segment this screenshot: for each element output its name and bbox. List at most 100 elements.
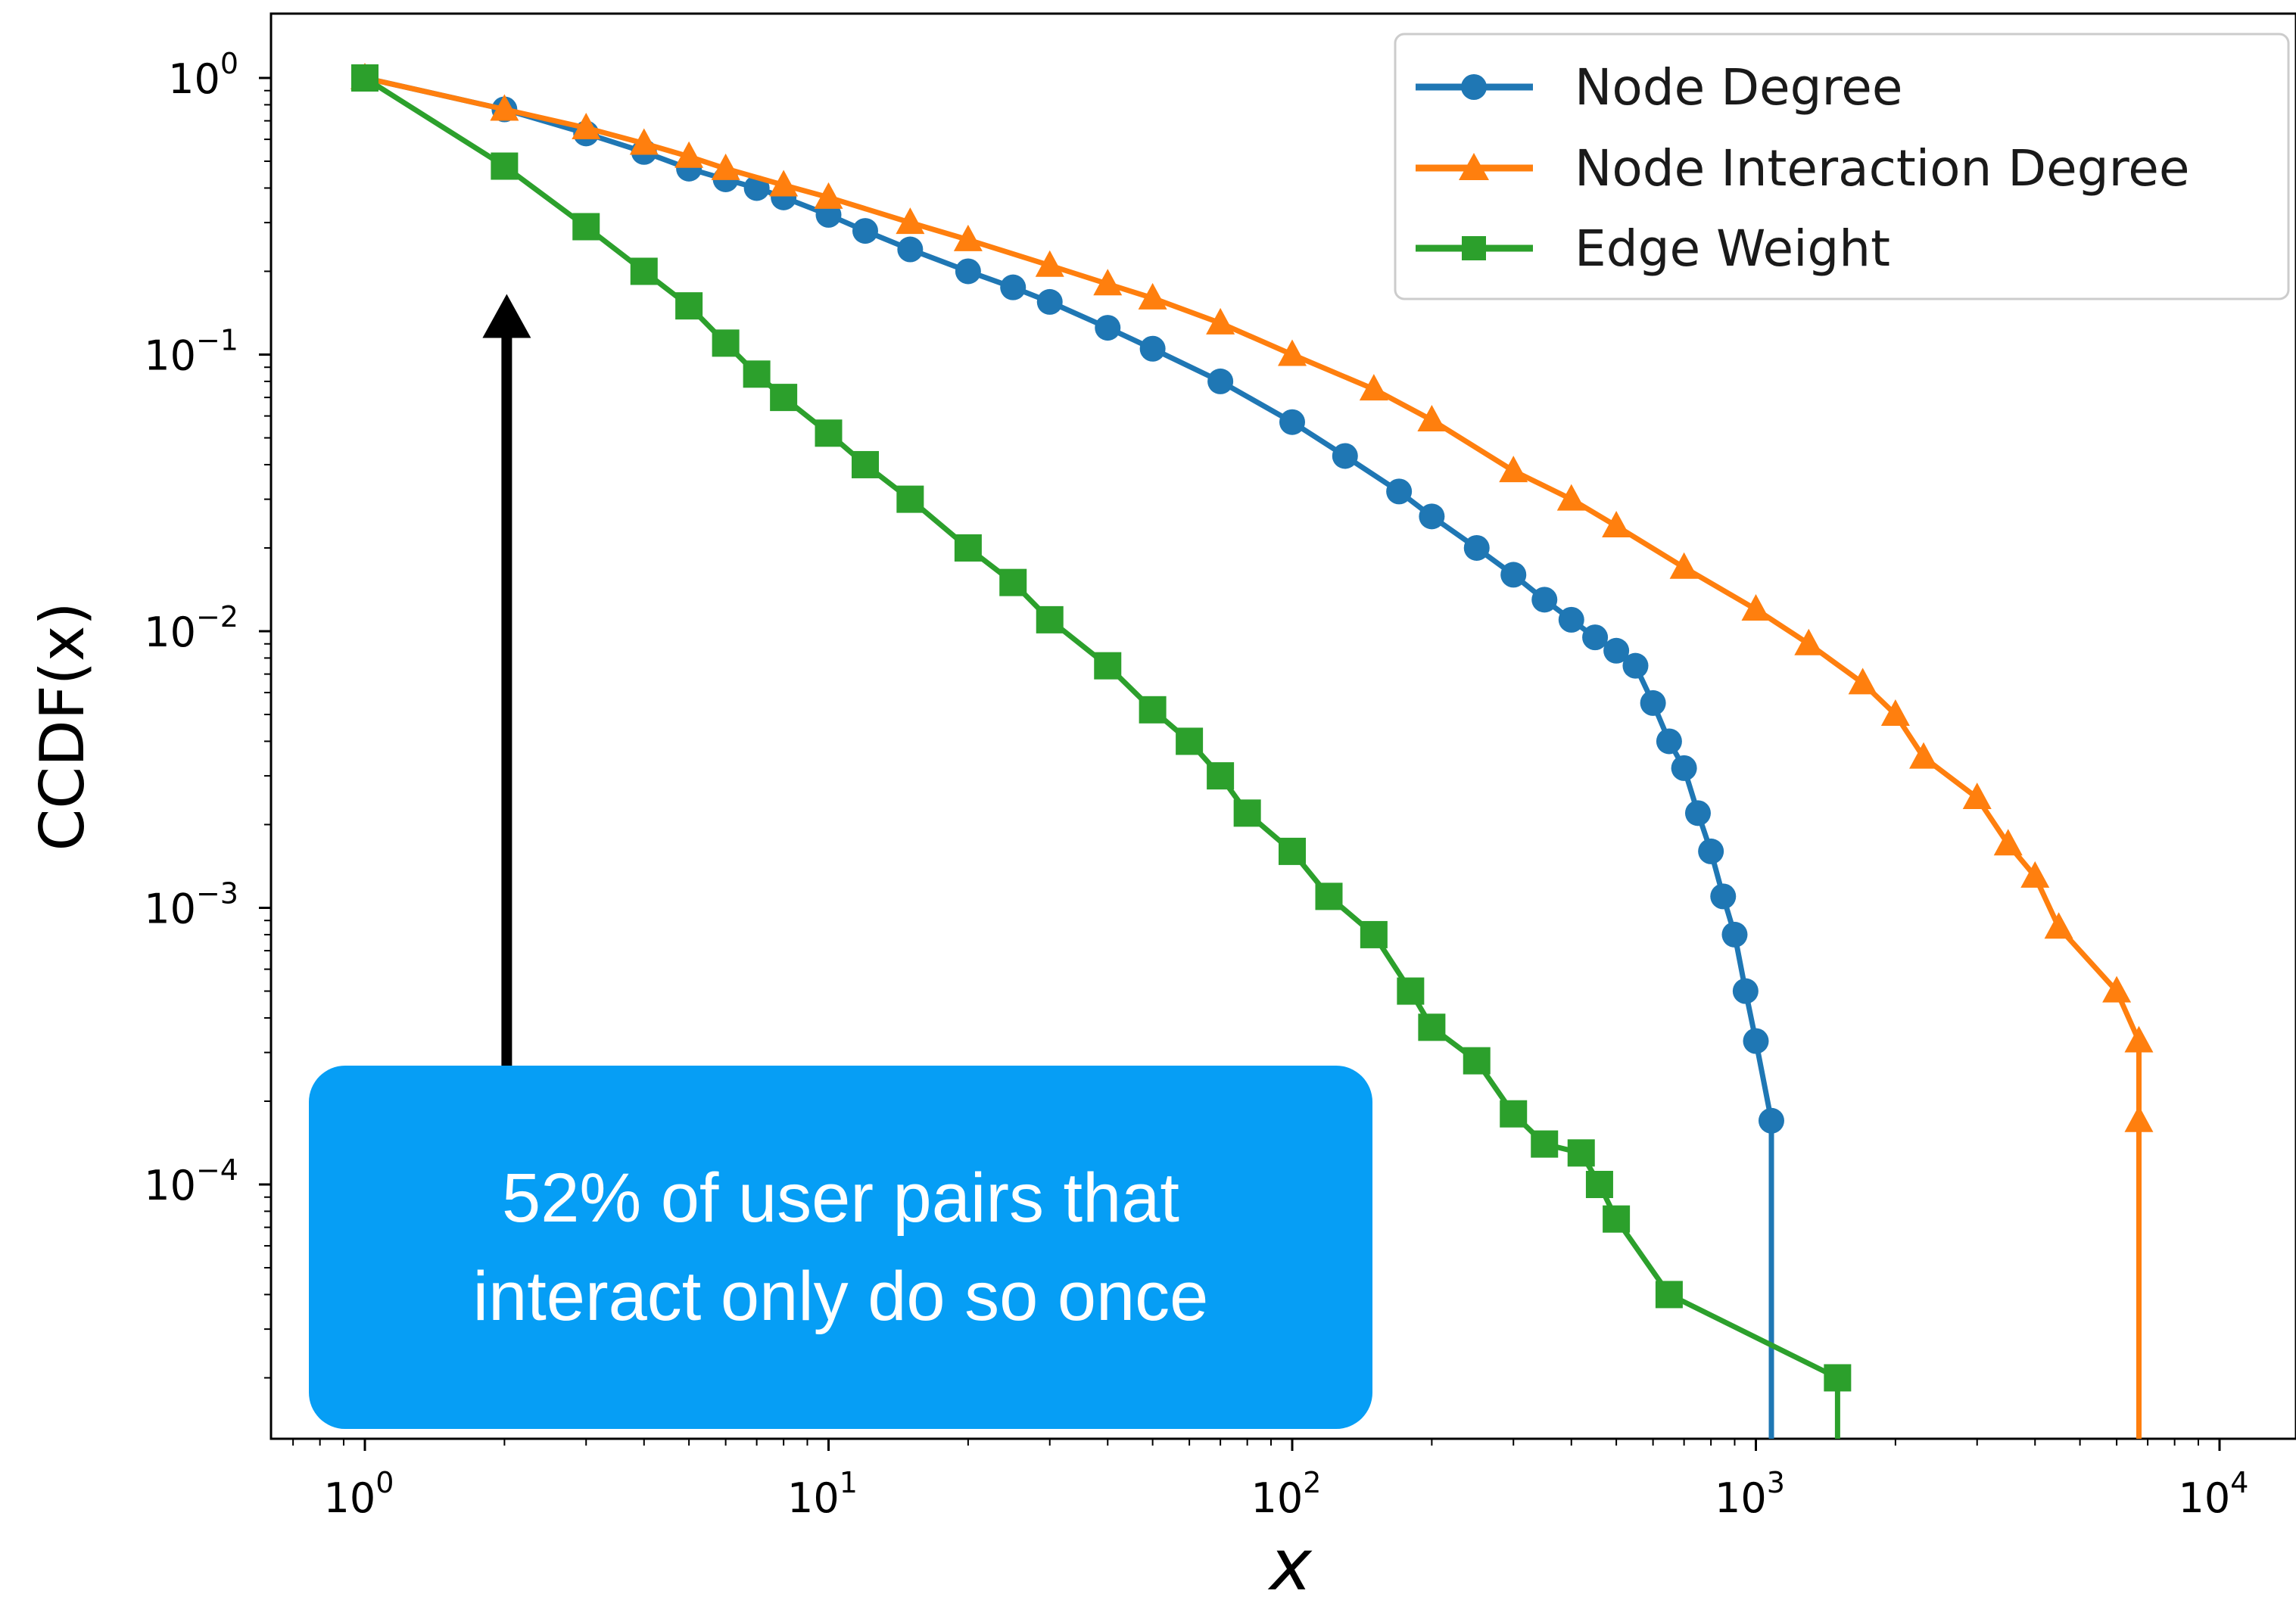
data-point [629,128,659,155]
data-point [712,329,740,357]
legend-box [1394,33,2290,300]
data-point [2020,861,2050,888]
data-point [1332,443,1358,469]
data-point [1698,838,1724,864]
data-point [2044,912,2073,939]
data-point [1138,282,1167,310]
data-point [1758,1107,1784,1134]
data-point [1206,307,1235,335]
data-point [1582,624,1609,651]
y-tick-label: 10−3 [144,877,238,933]
data-point [814,182,843,209]
data-point [896,485,924,513]
data-point [572,112,601,139]
data-point [999,568,1027,596]
legend-entry-node-interaction-degree: Node Interaction Degree [1416,139,2190,198]
data-point [1710,883,1737,910]
data-point [896,207,925,235]
data-point [815,419,843,447]
data-point [675,292,703,320]
data-point [954,534,982,562]
data-point [1558,606,1584,633]
data-point [1655,1281,1683,1309]
data-point [1743,1028,1769,1054]
data-point [769,170,799,197]
data-point [1417,404,1447,431]
data-point [1278,339,1307,366]
data-point [1386,478,1413,505]
data-point [1500,562,1527,588]
annotation-callout: 52% of user pairs that interact only do … [309,1066,1372,1429]
data-point [851,450,879,478]
y-axis-title: CCDF(x) [27,602,98,851]
data-point [1463,534,1490,561]
data-point [1139,696,1167,724]
x-axis-title: x [1267,1524,1313,1603]
legend-entry-edge-weight: Edge Weight [1416,219,1890,278]
data-point [630,257,658,285]
data-point [1824,1364,1852,1392]
x-tick-label: 101 [787,1466,858,1522]
data-point [1622,652,1649,679]
data-point [1176,727,1204,755]
data-point [955,258,981,285]
y-tick-label: 10−4 [144,1153,238,1209]
data-point [2124,1026,2154,1053]
data-point [572,213,600,241]
y-tick-label: 10−2 [144,600,238,656]
series-layer [350,63,2154,1439]
series-edge-weight [351,64,1852,1439]
data-point [1656,728,1682,755]
y-tick-label: 10−1 [144,324,238,380]
legend: Node Degree Node Interaction Degree Edge… [1394,33,2290,300]
data-point [2124,1105,2154,1132]
data-point [1880,699,1910,727]
legend-label-node-degree: Node Degree [1575,58,1902,117]
y-tick-label: 100 [168,47,238,103]
minor-ticks [264,89,2199,1446]
legend-label-edge-weight: Edge Weight [1575,219,1890,278]
data-point [674,141,704,168]
data-point [1684,800,1711,826]
data-point [1848,668,1877,695]
data-point [897,236,924,263]
data-point [490,94,519,121]
data-point [1732,978,1759,1004]
data-point [1315,882,1343,910]
data-point [491,152,519,180]
data-point [351,64,379,92]
data-point [1279,837,1306,865]
data-point [1360,920,1388,948]
data-point [1418,1013,1446,1041]
data-point [1500,1100,1528,1128]
data-point [1095,315,1121,341]
data-point [770,384,798,412]
legend-marker-circle [1461,74,1487,100]
data-point [1463,1047,1491,1075]
data-point [1640,689,1666,716]
data-point [1139,335,1166,362]
data-point [711,153,740,180]
data-point [1741,594,1771,621]
data-point [1035,250,1064,277]
data-point [1794,628,1824,655]
x-tick-label: 100 [324,1466,394,1522]
legend-entry-node-degree: Node Degree [1416,58,1902,117]
data-point [1962,783,1992,810]
data-point [1671,755,1697,781]
data-point [1233,799,1261,827]
data-point [1669,552,1699,579]
legend-marker-triangle [1459,153,1489,180]
data-point [1499,456,1528,483]
data-point [1094,652,1122,680]
data-point [953,224,983,251]
data-point [1359,374,1388,401]
plot-frame [269,12,2296,1440]
x-tick-label: 102 [1251,1466,1322,1522]
x-tick-label: 103 [1715,1466,1785,1522]
data-point [1909,742,1939,769]
data-point [1036,288,1063,315]
data-point [743,360,771,388]
data-point [1419,503,1445,530]
